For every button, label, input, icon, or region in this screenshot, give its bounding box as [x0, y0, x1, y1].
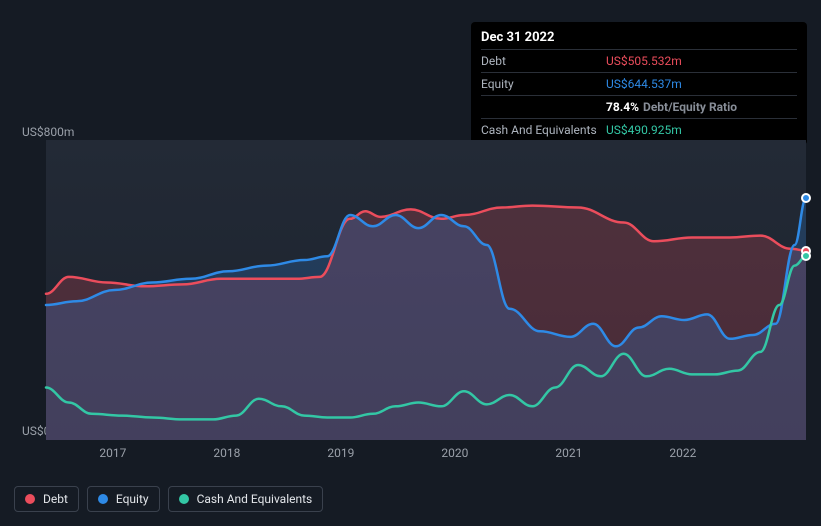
tooltip-date: Dec 31 2022 — [481, 28, 797, 49]
tooltip-row-value: US$490.925m — [606, 121, 682, 139]
y-axis-max: US$800m — [22, 125, 74, 139]
x-tick: 2019 — [327, 446, 354, 460]
tooltip-panel: Dec 31 2022 DebtUS$505.532mEquityUS$644.… — [471, 22, 807, 145]
legend-item-cash-and-equivalents[interactable]: Cash And Equivalents — [168, 486, 324, 512]
legend-label: Equity — [116, 492, 149, 506]
legend-dot-icon — [25, 494, 35, 504]
tooltip-row: 78.4%Debt/Equity Ratio — [481, 95, 797, 118]
legend-item-debt[interactable]: Debt — [14, 486, 79, 512]
chart-area[interactable] — [46, 140, 806, 440]
tooltip-row-hint: Debt/Equity Ratio — [643, 100, 737, 114]
legend-dot-icon — [98, 494, 108, 504]
tooltip-row-label — [481, 98, 606, 116]
tooltip-row-label: Debt — [481, 52, 606, 70]
legend-dot-icon — [179, 494, 189, 504]
tooltip-row: DebtUS$505.532m — [481, 49, 797, 72]
tooltip-row-label: Cash And Equivalents — [481, 121, 606, 139]
tooltip-row-value: 78.4%Debt/Equity Ratio — [606, 98, 737, 116]
tooltip-row: EquityUS$644.537m — [481, 72, 797, 95]
tooltip-row-value: US$505.532m — [606, 52, 682, 70]
legend-label: Cash And Equivalents — [197, 492, 313, 506]
chart-svg — [46, 140, 806, 440]
tooltip-row-value: US$644.537m — [606, 75, 682, 93]
x-tick: 2017 — [99, 446, 126, 460]
marker-cash-and-equivalents — [801, 251, 811, 261]
legend-label: Debt — [43, 492, 68, 506]
x-tick: 2020 — [441, 446, 468, 460]
marker-equity — [801, 193, 811, 203]
legend-item-equity[interactable]: Equity — [87, 486, 160, 512]
x-tick: 2018 — [213, 446, 240, 460]
legend: Debt Equity Cash And Equivalents — [14, 486, 323, 512]
x-axis: 2017 2018 2019 2020 2021 2022 — [46, 446, 806, 466]
tooltip-row-label: Equity — [481, 75, 606, 93]
x-tick: 2021 — [555, 446, 582, 460]
x-tick: 2022 — [669, 446, 696, 460]
tooltip-row: Cash And EquivalentsUS$490.925m — [481, 118, 797, 141]
